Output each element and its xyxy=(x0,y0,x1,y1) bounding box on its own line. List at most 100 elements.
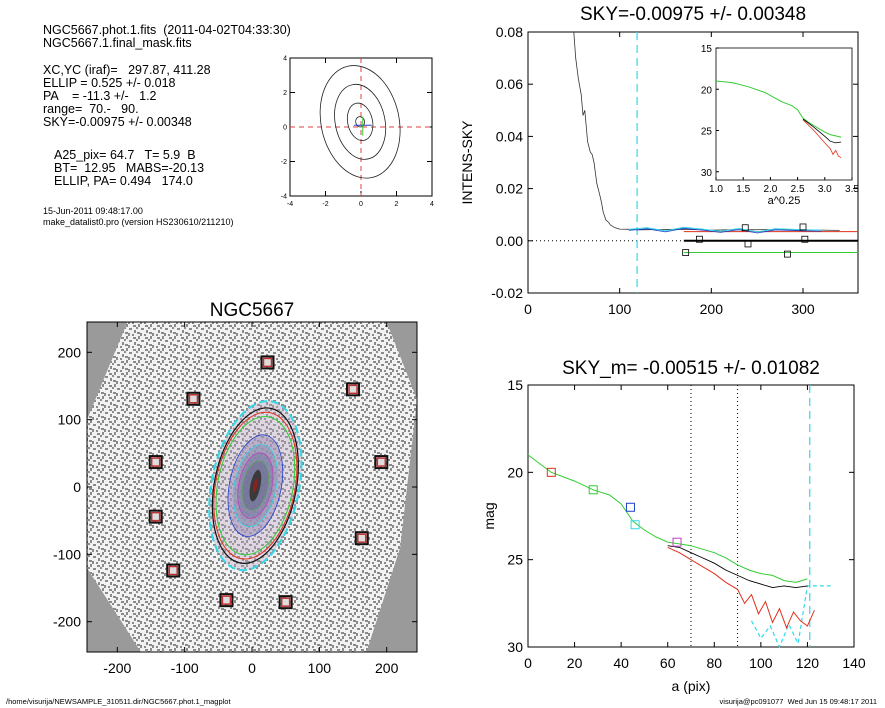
mag-x-axis-label: a (pix) xyxy=(672,678,711,694)
contour-lines xyxy=(319,65,401,179)
inset-frame xyxy=(715,47,853,181)
contour-x-tick-label: -4 xyxy=(287,201,293,208)
inset-y-tick-label: 25 xyxy=(701,127,713,138)
contour-level xyxy=(346,102,374,141)
contour-x-tick-label: -2 xyxy=(322,201,328,208)
image-title: NGC5667 xyxy=(210,300,295,321)
contour-y-tick-label: 2 xyxy=(283,90,287,97)
mag-y-tick-label: 30 xyxy=(507,639,523,655)
inset-x-tick-label: 2.5 xyxy=(791,184,805,195)
contour-y-tick-label: -2 xyxy=(281,159,287,166)
sky-box-marker xyxy=(799,223,807,231)
info-line: NGC5667.1.final_mask.fits xyxy=(43,36,192,50)
info-line: range= 70.- 90. xyxy=(43,102,139,116)
inset-red-curve xyxy=(802,119,842,159)
mask-box-inner xyxy=(221,595,232,605)
mag-y-tick-label: 20 xyxy=(507,464,523,480)
contour-x-tick-label: 4 xyxy=(430,201,434,208)
info-line: ELLIP = 0.525 +/- 0.018 xyxy=(43,76,176,90)
image-y-tick-label: -100 xyxy=(53,546,81,562)
sky-box-marker xyxy=(801,235,809,243)
mask-box xyxy=(278,595,293,610)
sky-chart-title: SKY=-0.00975 +/- 0.00348 xyxy=(580,4,806,25)
contour-level xyxy=(334,83,387,160)
image-ellipses xyxy=(208,400,303,572)
mask-box-inner xyxy=(262,357,273,368)
mag-black-curve xyxy=(667,545,808,589)
mask-box xyxy=(186,391,201,406)
mag-box-marker xyxy=(588,485,598,495)
mag-box-marker xyxy=(630,520,640,530)
mag-x-tick-label: 80 xyxy=(706,655,722,671)
info-line: SKY=-0.00975 +/- 0.00348 xyxy=(43,115,192,129)
contour-level xyxy=(319,65,401,179)
inset-y-tick-label: 20 xyxy=(701,85,713,96)
image-x-tick-label: -100 xyxy=(171,660,199,676)
mag-cyan-curve xyxy=(750,585,831,649)
sky-y-tick-label: -0.02 xyxy=(491,285,523,301)
sky-frame xyxy=(527,31,859,294)
mag-x-tick-label: 120 xyxy=(796,655,820,671)
mag-x-tick-label: 100 xyxy=(749,655,773,671)
mask-box xyxy=(346,382,361,397)
mask-box xyxy=(354,531,369,546)
contour-level xyxy=(355,116,365,128)
header-info-results: A25_pix= 64.7 T= 5.9 B BT= 12.95 MABS=-20… xyxy=(54,149,204,188)
mask-box xyxy=(148,509,163,524)
sky-y-tick-label: 0.02 xyxy=(496,181,523,197)
contour-x-tick-label: 0 xyxy=(359,201,363,208)
sky-x-tick-label: 300 xyxy=(791,301,815,317)
inset-x-tick-label: 1.0 xyxy=(709,184,723,195)
red-ellipse xyxy=(213,411,298,560)
sky-blue-steps xyxy=(628,227,822,234)
sky-box-marker xyxy=(682,249,690,256)
mag-red-curve xyxy=(667,546,815,630)
mask-box xyxy=(219,593,234,608)
contour-x-tick-label: 2 xyxy=(395,201,399,208)
info-line: XC,YC (iraf)= 297.87, 411.28 xyxy=(43,63,211,77)
mag-green-curve xyxy=(527,454,808,583)
mask-box xyxy=(166,563,181,578)
sky-box-marker xyxy=(744,240,752,248)
mask-box-inner xyxy=(188,394,199,404)
sky-box-marker xyxy=(784,250,791,258)
sky-y-tick-label: 0.04 xyxy=(496,128,523,144)
header-info-files: NGC5667.phot.1.fits (2011-04-02T04:33:30… xyxy=(43,24,291,50)
mask-box xyxy=(374,455,389,470)
mask-box-inner xyxy=(150,511,161,522)
contour-y-tick-label: 4 xyxy=(283,56,287,63)
image-y-tick-label: 200 xyxy=(58,344,82,360)
contour-y-tick-label: 0 xyxy=(283,125,287,132)
mask-box-inner xyxy=(376,457,387,467)
mag-y-tick-label: 15 xyxy=(507,377,523,393)
inset-x-axis-label: a^0.25 xyxy=(768,195,801,207)
galaxy-nucleus xyxy=(252,478,258,493)
mag-chart-title: SKY_m= -0.00515 +/- 0.01082 xyxy=(562,358,820,379)
mag-box-marker xyxy=(625,502,635,512)
header-info-params: XC,YC (iraf)= 297.87, 411.28 ELLIP = 0.52… xyxy=(43,64,211,129)
mask-box-inner xyxy=(357,533,367,543)
sky-cyan-steps xyxy=(628,226,822,233)
sky-y-tick-label: 0.08 xyxy=(496,24,523,40)
mag-frame xyxy=(527,384,855,648)
mag-x-tick-label: 60 xyxy=(660,655,676,671)
mask-box xyxy=(260,355,275,370)
contour-y-tick-label: -4 xyxy=(281,194,287,201)
sky-y-tick-label: 0.00 xyxy=(496,233,523,249)
sky-x-tick-label: 200 xyxy=(700,301,724,317)
image-y-tick-label: 100 xyxy=(58,412,82,428)
info-line: ELLIP, PA= 0.494 174.0 xyxy=(54,174,193,188)
mag-x-tick-label: 0 xyxy=(524,655,532,671)
inset-x-tick-label: 3.0 xyxy=(818,184,832,195)
inset-x-tick-label: 2.0 xyxy=(763,184,777,195)
image-y-tick-label: 0 xyxy=(73,479,81,495)
inset-y-tick-label: 15 xyxy=(701,44,713,55)
sky-y-axis-label: INTENS-SKY xyxy=(459,120,475,205)
mag-x-tick-label: 20 xyxy=(567,655,583,671)
inset-x-tick-label: 1.5 xyxy=(736,184,750,195)
mask-box-inner xyxy=(150,457,161,467)
mask-box xyxy=(148,455,163,470)
sky-box-marker xyxy=(696,235,703,243)
mag-box-marker xyxy=(546,467,556,477)
